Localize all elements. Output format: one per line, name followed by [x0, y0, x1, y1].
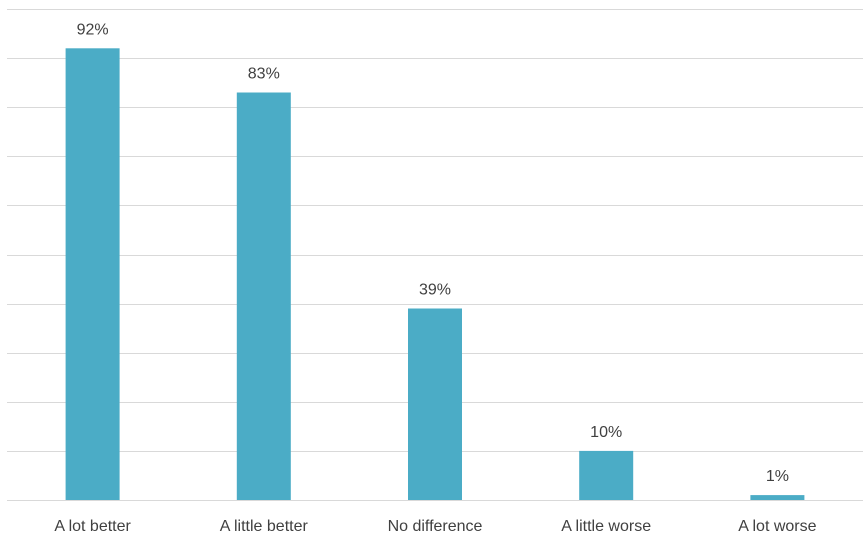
bar-a-little-worse: [579, 450, 634, 500]
bar-a-little-better: [236, 92, 291, 500]
bar-no-difference: [408, 308, 462, 500]
x-tick-label: No difference: [388, 518, 483, 535]
x-tick-label: A little worse: [561, 518, 651, 535]
data-labels: 92% 83% 39% 10% 1%: [77, 21, 789, 485]
bars: [65, 48, 805, 501]
x-tick-label: A lot worse: [738, 518, 816, 535]
x-axis-tick-labels: A lot better A little better No difference…: [54, 518, 816, 535]
x-tick-label: A lot better: [54, 518, 131, 535]
gridlines: [7, 9, 863, 501]
data-label: 83%: [248, 66, 280, 83]
data-label: 92%: [77, 21, 109, 38]
data-label: 39%: [419, 282, 451, 299]
x-tick-label: A little better: [220, 518, 309, 535]
bar-a-lot-worse: [750, 495, 805, 500]
bar-a-lot-better: [65, 48, 120, 501]
data-label: 1%: [766, 468, 789, 485]
data-label: 10%: [590, 424, 622, 441]
